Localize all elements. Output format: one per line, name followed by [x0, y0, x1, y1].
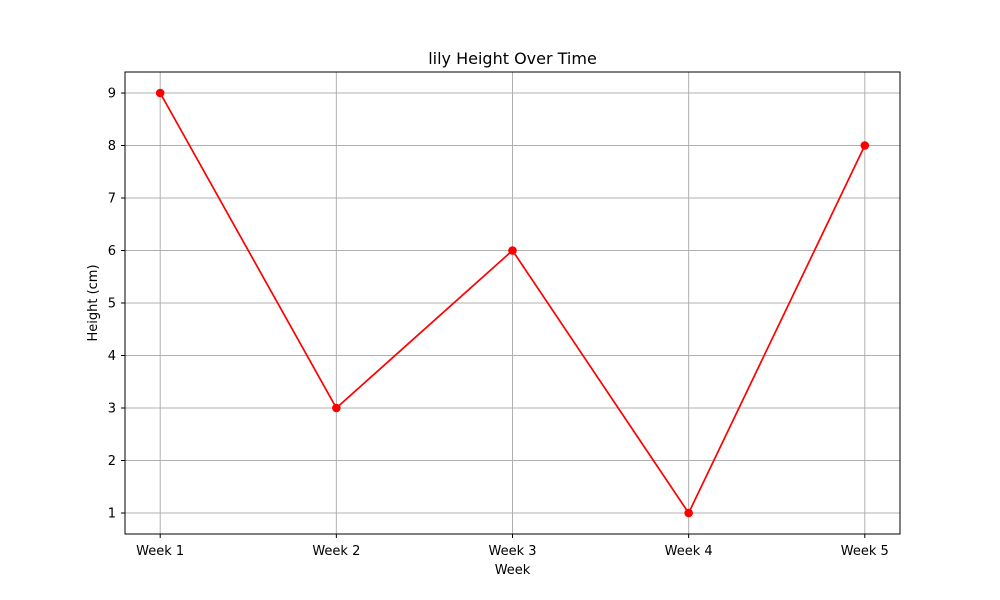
x-tick-label: Week 2	[312, 544, 360, 559]
y-tick-label: 9	[108, 87, 116, 102]
x-axis-label: Week	[495, 563, 531, 578]
x-tick-label: Week 1	[136, 544, 184, 559]
y-tick-label: 3	[108, 402, 116, 417]
data-point	[332, 403, 341, 413]
data-point	[508, 246, 517, 255]
data-point	[684, 508, 693, 518]
x-tick-label: Week 5	[841, 544, 889, 559]
y-tick-label: 1	[108, 507, 116, 522]
data-point	[155, 88, 165, 98]
y-tick-label: 2	[108, 454, 116, 469]
tick-layer: Week 1 Week 2 Week 3 Week 4 Week 5 1 2 3 4 5 6 7 8 9	[108, 87, 889, 560]
x-tick-label: Week 4	[665, 544, 713, 559]
y-tick-label: 4	[108, 349, 116, 364]
y-tick-label: 8	[108, 139, 116, 154]
y-tick-label: 6	[108, 244, 116, 259]
grid-layer	[125, 72, 900, 534]
y-tick-label: 7	[108, 192, 116, 207]
data-point	[860, 141, 870, 150]
series-layer	[155, 88, 870, 518]
y-tick-label: 5	[108, 297, 116, 312]
chart-title: lily Height Over Time	[428, 49, 597, 68]
x-tick-label: Week 3	[488, 544, 536, 559]
y-axis-label: Height (cm)	[86, 264, 101, 341]
